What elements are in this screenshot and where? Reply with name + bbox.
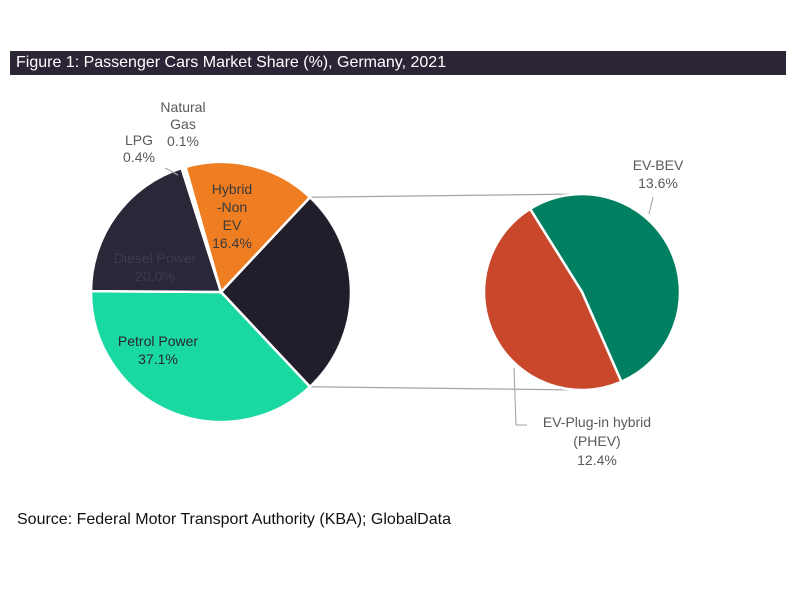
label-ev-plug-in-hybrid-phev: EV-Plug-in hybrid (PHEV) 12.4% [543,414,651,468]
leader-ev-bev [648,196,654,215]
label-ev-bev: EV-BEV 13.6% [633,157,684,191]
label-natural-gas: Natural Gas 0.1% [160,99,205,149]
slice-labels: Petrol Power 37.1% Diesel Power 20.0% LPG 0.4… [114,99,684,468]
main-pie [89,160,353,424]
source-note: Source: Federal Motor Transport Authorit… [17,511,451,528]
slice-petrol-power [89,289,312,424]
breakout-slice-ev-plug-in-hybrid-phev [482,207,624,392]
breakout-pie [482,192,682,392]
leader-phev [513,367,527,426]
chart-title: Figure 1: Passenger Cars Market Share (%… [16,54,447,71]
slice-ev [219,195,353,389]
connector-bottom [309,386,583,391]
leader-lpg [164,167,179,176]
label-petrol-power: Petrol Power 37.1% [118,333,198,367]
label-diesel-power: Diesel Power 20.0% [114,250,197,284]
label-hybrid-non-ev: Hybrid -Non EV 16.4% [212,181,252,251]
breakout-slice-ev-bev [528,192,682,384]
label-lpg: LPG 0.4% [123,132,155,165]
connector-top [309,193,583,198]
slice-diesel-power [89,166,223,294]
title-bar: Figure 1: Passenger Cars Market Share (%… [10,51,786,75]
connector-lines [309,193,583,391]
slice-hybrid-non-ev [183,160,312,295]
